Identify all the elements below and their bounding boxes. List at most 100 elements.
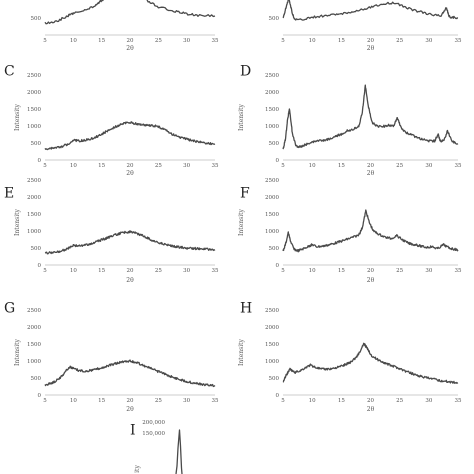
y-tick-label: 500 [31,16,42,22]
x-axis-label: 2θ [367,406,375,413]
x-tick-label: 15 [338,398,345,404]
y-tick-label: 500 [269,141,280,147]
y-tick-label: 2000 [265,195,279,201]
x-axis-label: 2θ [367,170,375,177]
x-tick-label: 20 [127,268,134,274]
y-tick-label: 2500 [265,308,279,314]
series-line [44,0,216,25]
y-tick-label: 1500 [27,342,41,348]
x-tick-label: 35 [212,268,219,274]
x-tick-label: 25 [396,398,403,404]
x-axis-label: 2θ [367,277,375,284]
x-tick-label: 5 [43,398,47,404]
x-axis-label: 2θ [367,45,375,52]
x-tick-label: 35 [212,398,219,404]
x-tick-label: 15 [98,38,105,44]
chart-panel-D: 5 10 15 20 25 30 35 0 500 1000 1500 2000 2500 2θ Inten… [238,64,462,177]
y-tick-label: 2000 [27,325,41,331]
x-tick-label: 10 [70,268,77,274]
y-tick-label: 500 [269,246,280,252]
y-tick-label: 500 [31,376,42,382]
y-tick-label: 1500 [265,212,279,218]
x-axis-label: 2θ [126,406,134,413]
x-tick-label: 20 [367,268,374,274]
y-tick-label: 200,000 [142,420,165,426]
y-axis-label: Intensity [14,103,21,130]
x-axis-label: 2θ [126,170,134,177]
x-tick-label: 25 [396,163,403,169]
x-tick-label: 10 [70,398,77,404]
x-tick-label: 35 [455,268,462,274]
y-tick-label: 1500 [265,342,279,348]
x-tick-label: 30 [183,398,190,404]
x-tick-label: 15 [338,38,345,44]
x-tick-label: 15 [338,268,345,274]
y-axis-label: Intensity [14,208,21,235]
x-tick-label: 15 [98,398,105,404]
chart-panel-G: 5 10 15 20 25 30 35 0 500 1000 1500 2000 2500 2θ Inten… [4,301,219,413]
x-tick-label: 5 [281,38,285,44]
y-tick-label: 1000 [265,124,279,130]
y-tick-label: 1000 [27,229,41,235]
y-axis-label: Intensity [238,103,245,130]
y-tick-label: 2000 [27,195,41,201]
series-line [44,121,216,151]
x-tick-label: 15 [338,163,345,169]
x-tick-label: 30 [183,38,190,44]
chart-panel-F: 5 10 15 20 25 30 35 0 500 1000 1500 2000 2500 2θ Inten… [238,178,462,284]
y-tick-label: 500 [269,16,280,22]
x-tick-label: 5 [43,268,47,274]
chart-panel-E: 5 10 15 20 25 30 35 0 500 1000 1500 2000 2500 2θ Inten… [4,178,219,284]
series-line [44,359,216,388]
x-tick-label: 10 [309,398,316,404]
x-tick-label: 25 [155,163,162,169]
x-tick-label: 10 [309,163,316,169]
x-tick-label: 25 [155,268,162,274]
y-tick-label: 1500 [27,107,41,113]
chart-panel-B: 5 10 15 20 25 30 35 500 2θ [269,0,462,52]
chart-panel-A: 5 10 15 20 25 30 35 500 2θ [31,0,219,52]
x-tick-label: 5 [43,163,47,169]
y-tick-label: 0 [276,393,280,399]
x-tick-label: 35 [455,38,462,44]
y-tick-label: 0 [276,158,280,164]
chart-panel-C: 5 10 15 20 25 30 35 0 500 1000 1500 2000 2500 2θ Inten… [4,64,219,177]
x-tick-label: 5 [281,268,285,274]
x-tick-label: 10 [70,163,77,169]
y-tick-label: 1500 [27,212,41,218]
y-tick-label: 0 [38,393,42,399]
series-line [175,429,183,474]
x-tick-label: 25 [396,38,403,44]
y-tick-label: 1000 [265,359,279,365]
x-tick-label: 30 [183,268,190,274]
series-line [44,230,216,255]
panel-label: E [4,186,14,202]
panel-label: G [4,301,15,317]
x-tick-label: 20 [367,38,374,44]
panel-label: F [240,186,250,202]
x-tick-label: 20 [127,398,134,404]
y-tick-label: 1000 [27,124,41,130]
y-tick-label: 2000 [265,325,279,331]
y-tick-label: 2000 [265,90,279,96]
y-tick-label: 500 [31,141,42,147]
series-line [282,342,459,384]
y-tick-label: 0 [38,158,42,164]
x-tick-label: 5 [281,398,285,404]
x-axis-label: 2θ [126,277,134,284]
panel-label: C [4,64,15,80]
series-line [282,209,459,253]
y-axis-label: Intensity [238,338,245,365]
x-tick-label: 30 [183,163,190,169]
x-tick-label: 10 [309,268,316,274]
y-tick-label: 2000 [27,90,41,96]
y-tick-label: 150,000 [142,431,165,437]
panel-label: I [130,423,136,439]
x-tick-label: 20 [367,163,374,169]
x-tick-label: 35 [212,163,219,169]
chart-panel-H: 5 10 15 20 25 30 35 0 500 1000 1500 2000 2500 2θ Inten… [238,301,462,413]
y-tick-label: 2500 [265,178,279,184]
x-tick-label: 35 [212,38,219,44]
x-tick-label: 25 [155,38,162,44]
y-tick-label: 2500 [27,73,41,79]
